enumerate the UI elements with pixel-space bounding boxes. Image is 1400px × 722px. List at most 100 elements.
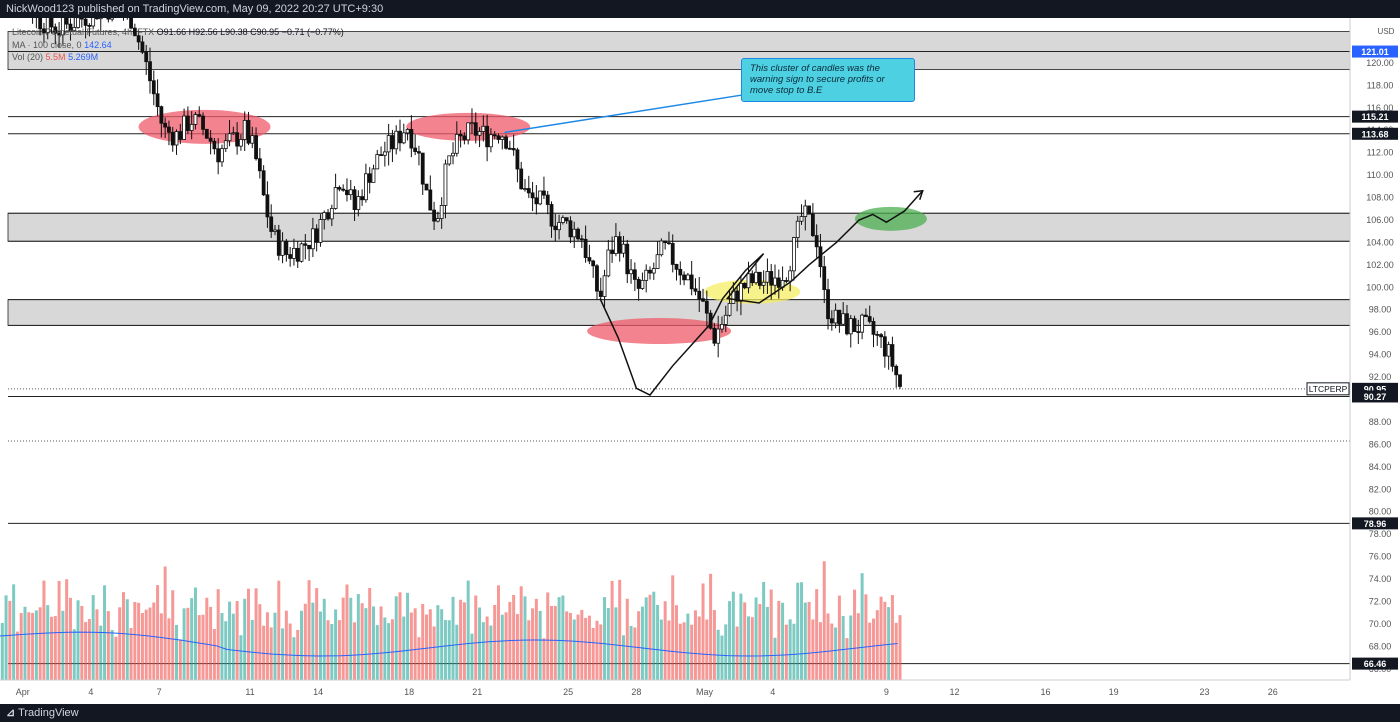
volume-bar	[8, 600, 12, 680]
candle-body	[663, 240, 668, 244]
volume-bar	[91, 595, 95, 680]
volume-bar	[178, 639, 182, 680]
currency-label: USD	[1378, 27, 1395, 36]
candle-body	[375, 154, 380, 170]
candle-body	[201, 115, 205, 130]
time-axis[interactable]: Apr 4 7 11 14 18 21 25 28 May 4 9 12 16 19 23 26	[0, 679, 1400, 704]
candle-body	[576, 228, 580, 240]
candle-body	[553, 225, 558, 231]
volume-bar	[875, 610, 879, 680]
candle-body	[401, 132, 406, 144]
candle-body	[712, 327, 717, 344]
volume-bar	[224, 621, 228, 680]
candle-body	[682, 274, 686, 281]
volume-bar	[515, 614, 519, 680]
volume-bar	[459, 599, 463, 680]
price-label: 66.46	[1364, 659, 1387, 669]
price-tick-label: 112.00	[1367, 148, 1394, 158]
volume-bar	[830, 623, 834, 680]
candle-body	[132, 27, 137, 37]
volume-bar	[345, 584, 349, 680]
volume-bar	[485, 616, 489, 680]
candle-body	[443, 163, 448, 206]
volume-bar	[603, 597, 607, 680]
candle-body	[511, 148, 516, 151]
candle-body	[807, 205, 811, 215]
volume-bar	[125, 599, 129, 680]
candle-body	[602, 275, 607, 297]
zone-1	[7, 212, 1351, 242]
price-label: 115.21	[1361, 112, 1388, 122]
volume-bar	[856, 613, 860, 680]
candle-body	[829, 318, 834, 324]
candle-body	[386, 135, 391, 153]
candle-body	[174, 131, 179, 146]
candle-body	[322, 212, 327, 220]
volume-bar	[455, 624, 459, 680]
volume-bar	[38, 607, 42, 680]
volume-bar	[34, 610, 38, 680]
projection-path	[599, 190, 924, 396]
volume-bar	[784, 624, 788, 680]
volume-bar	[364, 608, 368, 680]
price-label-bg	[1352, 45, 1398, 58]
volume-bar	[531, 608, 535, 680]
volume-bar	[849, 615, 853, 680]
volume-bar	[769, 589, 773, 680]
volume-bar	[667, 620, 671, 680]
candle-body	[572, 228, 577, 238]
candle-body	[773, 277, 777, 286]
time-tick-label: 16	[1040, 687, 1050, 697]
candle-body	[417, 151, 421, 154]
candle-body	[640, 279, 645, 289]
volume-bar	[675, 605, 679, 680]
candle-body	[79, 18, 84, 20]
legend-ma-label: MA · 100 close, 0	[12, 40, 82, 50]
candles	[32, 18, 902, 389]
candle-body	[894, 365, 899, 376]
volume-bar	[371, 606, 375, 680]
price-label: 113.68	[1361, 129, 1388, 139]
candle-body	[568, 220, 573, 238]
candle-body	[723, 314, 728, 325]
candle-body	[53, 26, 58, 34]
candle-body	[273, 229, 277, 232]
volume-bar	[42, 580, 46, 680]
volume-bar	[890, 595, 894, 680]
price-tick-label: 116.00	[1367, 103, 1394, 113]
volume-bar	[853, 589, 857, 680]
volume-bar	[167, 618, 171, 680]
legend-symbol: Litecoin Perpetual Futures, 4h, FTX	[12, 27, 155, 37]
volume-bar	[80, 605, 84, 680]
price-tick-label: 110.00	[1367, 170, 1394, 180]
candle-body	[485, 125, 490, 148]
volume-bar	[576, 614, 580, 680]
candle-body	[473, 122, 478, 136]
volume-bar	[72, 629, 76, 680]
price-axis[interactable]: 66.0068.0070.0072.0074.0076.0078.0080.00…	[1306, 18, 1400, 680]
candle-body	[447, 155, 452, 165]
volume-bar	[76, 600, 80, 680]
candle-body	[288, 254, 293, 259]
price-tick-label: 108.00	[1366, 193, 1394, 203]
candle-body	[167, 126, 171, 133]
price-chart[interactable]: 66.0068.0070.0072.0074.0076.0078.0080.00…	[0, 18, 1400, 704]
volume-bar	[417, 637, 421, 680]
pink-marker-3	[587, 318, 732, 345]
volume-bar	[296, 629, 300, 680]
candle-body	[693, 288, 698, 292]
price-label: 90.95	[1364, 384, 1387, 394]
volume-bar	[140, 613, 144, 680]
candle-body	[87, 24, 92, 27]
volume-bar	[99, 625, 103, 680]
volume-bar	[201, 614, 205, 680]
price-tick-label: 76.00	[1369, 552, 1392, 562]
volume-bar	[337, 620, 341, 680]
volume-bar	[421, 603, 425, 680]
volume-bar	[553, 605, 557, 680]
candle-body	[348, 189, 353, 196]
volume-bar	[129, 627, 133, 680]
volume-bar	[311, 602, 315, 680]
volume-bar	[375, 625, 379, 680]
candle-body	[136, 35, 141, 43]
